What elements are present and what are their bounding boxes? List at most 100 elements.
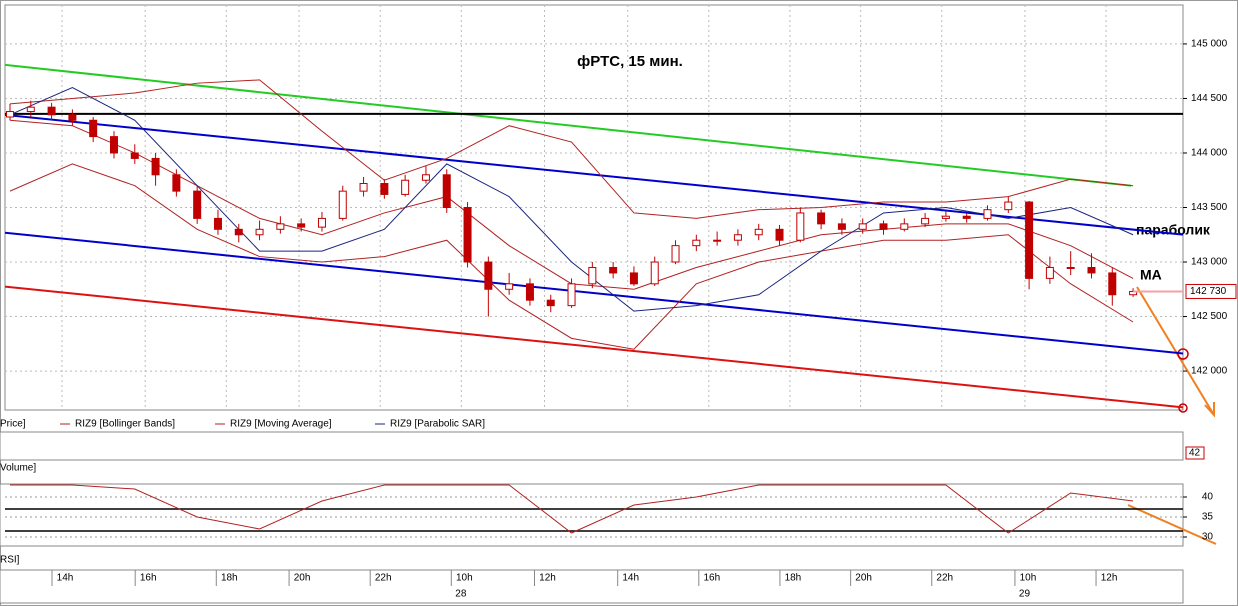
rsi-area — [5, 484, 1183, 538]
candle-body — [68, 114, 77, 121]
time-axis — [0, 569, 1184, 604]
chart-title: фРТС, 15 мин. — [577, 53, 683, 70]
x-tick-label: 12h — [1101, 573, 1118, 584]
candle-body — [401, 179, 410, 195]
x-tick-label: 14h — [57, 573, 74, 584]
y-tick-label: 145 000 — [1191, 39, 1228, 50]
candle-body — [276, 223, 285, 230]
candle-body — [89, 119, 98, 138]
candle-body — [421, 174, 430, 181]
x-tick-label: 12h — [539, 573, 556, 584]
x-tick-label: 16h — [140, 573, 157, 584]
price-tag — [1185, 283, 1237, 299]
candle-body — [775, 228, 784, 241]
candle-body — [879, 223, 888, 230]
candle-body — [588, 266, 597, 285]
candle-body — [463, 207, 472, 263]
candle-body — [505, 283, 514, 290]
indicator-line — [9, 79, 1134, 219]
candle-body — [151, 157, 160, 176]
y-tick-label: 143 500 — [1191, 202, 1228, 213]
y-tick-label: 142 500 — [1191, 311, 1228, 322]
candle-body — [47, 106, 56, 116]
legend-entry: Price] — [0, 419, 26, 430]
candle-body — [796, 212, 805, 241]
candle-body — [1045, 266, 1054, 279]
rsi-panel — [0, 483, 1184, 547]
candle-body — [941, 215, 950, 219]
candle-body — [900, 223, 909, 230]
x-tick-label: 14h — [622, 573, 639, 584]
rsi-line — [9, 484, 1134, 534]
date-label: 28 — [455, 589, 467, 600]
date-label: 29 — [1019, 589, 1031, 600]
candle-body — [1066, 266, 1075, 269]
candle-body — [442, 174, 451, 209]
annotation: МА — [1140, 267, 1162, 283]
candle-body — [1004, 201, 1013, 211]
candle-body — [525, 283, 534, 301]
candle-body — [650, 261, 659, 285]
candle-body — [983, 209, 992, 219]
candle-body — [193, 190, 202, 219]
candle-body — [546, 299, 555, 307]
candle-body — [962, 215, 971, 219]
candle-body — [837, 223, 846, 230]
candle-body — [359, 183, 368, 192]
candle-body — [484, 261, 493, 290]
candle-body — [26, 106, 35, 113]
candle-body — [1108, 272, 1117, 296]
candle-body — [109, 136, 118, 154]
x-tick-label: 10h — [1020, 573, 1037, 584]
candle-body — [172, 174, 181, 192]
candle-body — [921, 217, 930, 225]
candle-body — [754, 228, 763, 236]
x-tick-label: 18h — [221, 573, 238, 584]
trend-line — [5, 231, 1183, 355]
candle-body — [255, 228, 264, 236]
candle-body — [338, 190, 347, 219]
candle-body — [713, 239, 722, 242]
candle-body — [629, 272, 638, 285]
x-tick-label: 16h — [703, 573, 720, 584]
volume-tag-label: 42 — [1189, 448, 1201, 459]
rsi-label: RSI] — [0, 555, 20, 566]
rsi-tick-label: 40 — [1202, 492, 1214, 503]
volume-panel — [0, 431, 1184, 461]
candle-body — [567, 283, 576, 307]
y-tick-label: 143 000 — [1191, 257, 1228, 268]
volume-label: Volume] — [0, 463, 36, 474]
x-tick-label: 22h — [375, 573, 392, 584]
y-tick-label: 144 500 — [1191, 93, 1228, 104]
candle-body — [1025, 201, 1034, 279]
plot-area — [5, 5, 1183, 410]
candle-body — [380, 183, 389, 195]
rsi-tick-label: 35 — [1202, 512, 1214, 523]
annotation: параболик — [1136, 222, 1211, 238]
candle-body — [317, 217, 326, 228]
candle-body — [733, 234, 742, 241]
candle-body — [234, 228, 243, 236]
rsi-tick-label: 30 — [1202, 532, 1214, 543]
candle-body — [213, 217, 222, 230]
candle-body — [692, 239, 701, 247]
candle-body — [671, 245, 680, 263]
x-tick-label: 20h — [855, 573, 872, 584]
candle-body — [5, 111, 14, 118]
candle-body — [817, 212, 826, 225]
legend-entry: RIZ9 [Parabolic SAR] — [390, 419, 485, 430]
candle-body — [1087, 266, 1096, 274]
x-tick-label: 18h — [785, 573, 802, 584]
x-tick-label: 22h — [936, 573, 953, 584]
y-tick-label: 144 000 — [1191, 148, 1228, 159]
candle-body — [858, 223, 867, 230]
candle-body — [297, 223, 306, 228]
trend-line — [5, 285, 1183, 409]
price-tag-label: 142 730 — [1190, 286, 1227, 297]
volume-tag — [1185, 446, 1205, 460]
x-tick-label: 20h — [294, 573, 311, 584]
y-tick-label: 142 000 — [1191, 366, 1228, 377]
candle-body — [130, 152, 139, 159]
indicator-line — [9, 163, 1134, 350]
